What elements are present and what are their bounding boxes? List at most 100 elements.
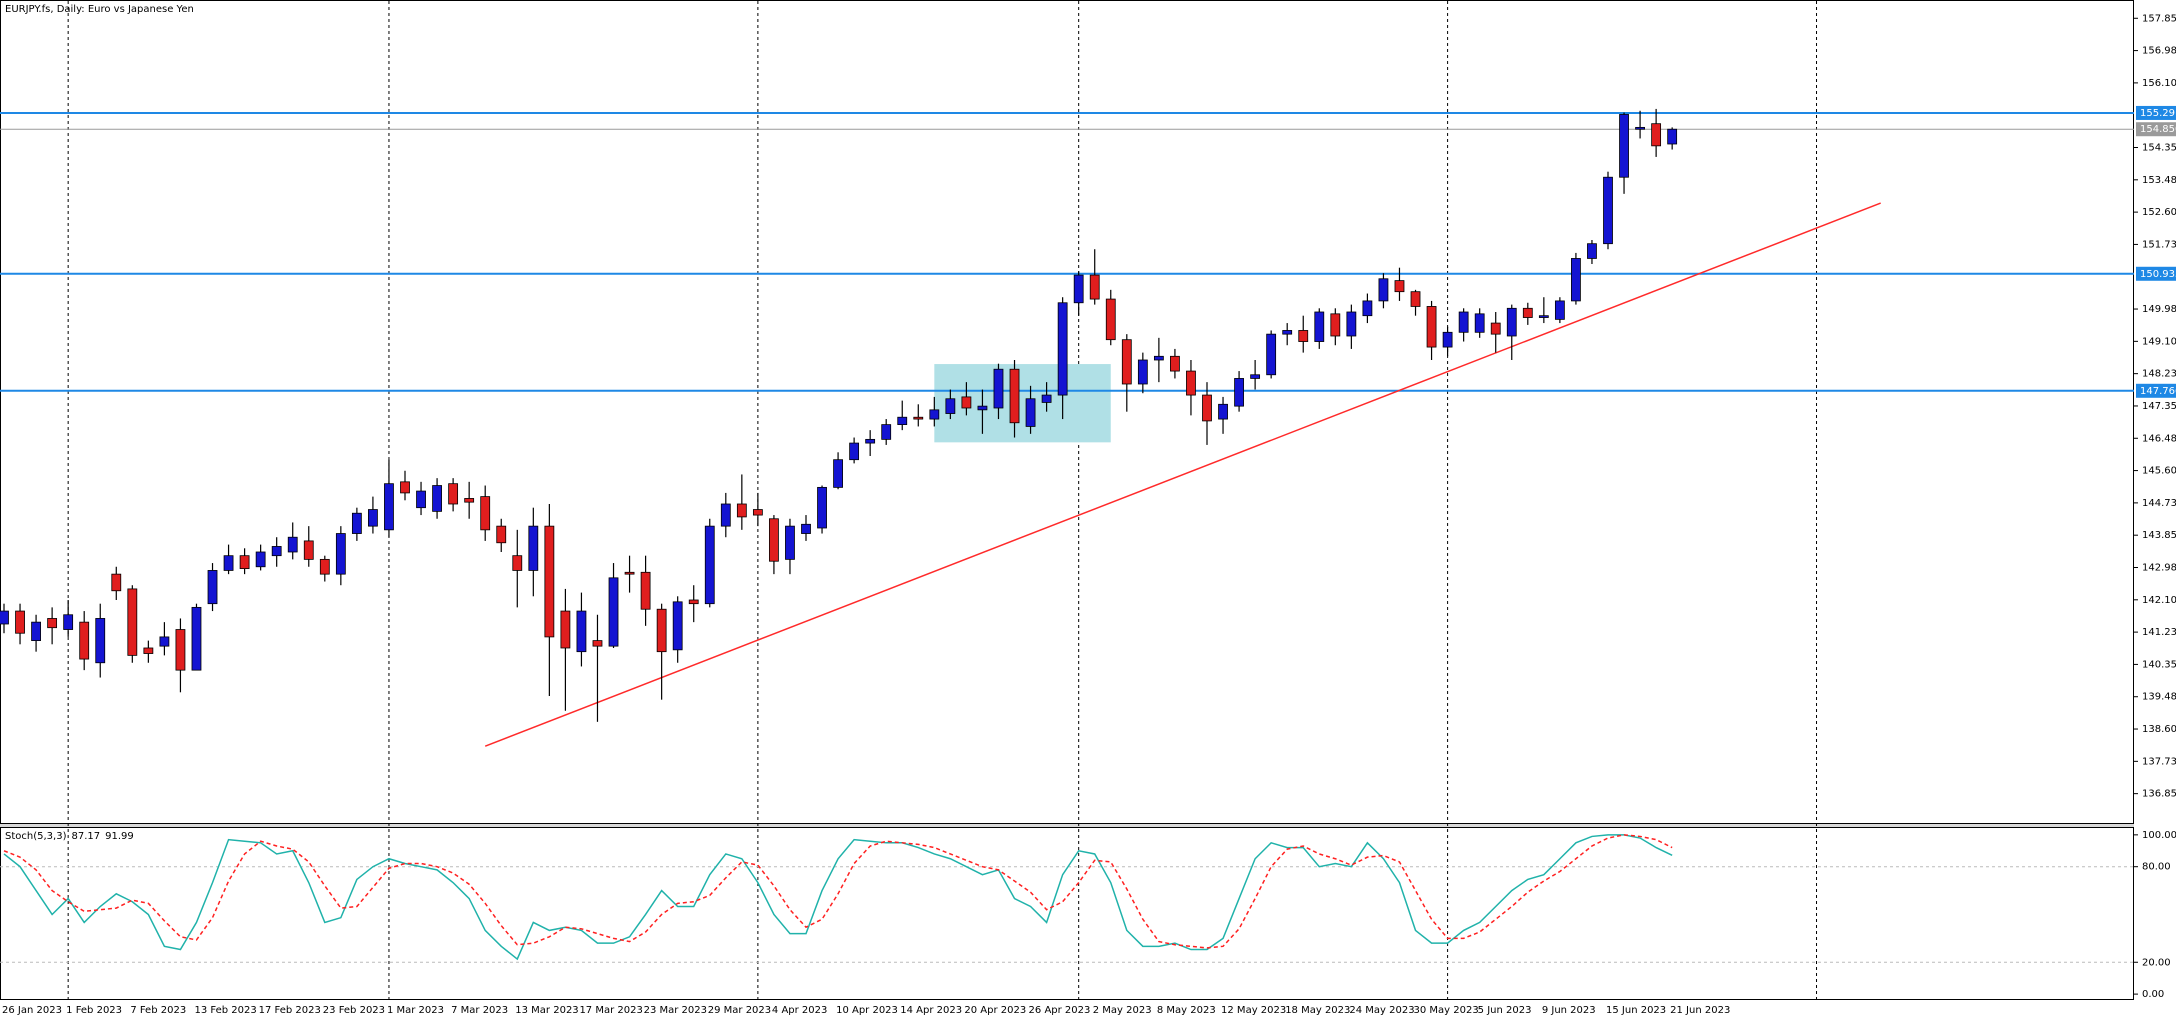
- candle-body: [448, 483, 459, 505]
- candle-body: [1121, 339, 1132, 385]
- x-tick-label: 24 May 2023: [1349, 1005, 1414, 1016]
- candle-body: [159, 636, 170, 647]
- indicator-tick-label: 20.00: [2142, 957, 2171, 968]
- x-tick-label: 7 Mar 2023: [451, 1005, 508, 1016]
- candle-body: [592, 640, 603, 647]
- candle-body: [752, 509, 763, 516]
- indicator-tick-label: 0.00: [2142, 989, 2164, 1000]
- y-tick-label: 152.605: [2142, 207, 2176, 218]
- candle-body: [1378, 278, 1389, 302]
- candle-body: [31, 621, 41, 642]
- candle-body: [881, 424, 892, 440]
- candle-body: [1571, 258, 1581, 302]
- candle-body: [1089, 274, 1100, 300]
- candle-body: [1603, 176, 1613, 245]
- candle-body: [688, 599, 699, 605]
- candle-body: [1234, 378, 1244, 407]
- candle-body: [1667, 128, 1678, 145]
- candle-body: [1506, 307, 1517, 337]
- candle-body: [720, 503, 731, 527]
- y-tick-label: 145.605: [2142, 466, 2176, 477]
- candle-body: [1073, 274, 1084, 304]
- candle-body: [1522, 307, 1533, 318]
- x-tick-label: 1 Feb 2023: [66, 1005, 122, 1016]
- candle-body: [47, 618, 58, 629]
- candle-body: [335, 533, 346, 575]
- indicator-name: Stoch(5,3,3): [5, 831, 67, 842]
- highlight-box: [934, 364, 1111, 443]
- candle-body: [1202, 394, 1212, 422]
- trendline: [484, 202, 1881, 747]
- candle-body: [191, 606, 202, 671]
- level-label-box: [2136, 266, 2176, 281]
- candle-body: [1041, 394, 1052, 403]
- candle-body: [769, 518, 779, 562]
- candle-body: [833, 459, 843, 488]
- y-tick-label: 140.355: [2142, 659, 2176, 670]
- candle-body: [736, 503, 747, 518]
- x-tick-label: 17 Mar 2023: [579, 1005, 642, 1016]
- candle-body: [640, 571, 651, 610]
- indicator-tick-label: 80.00: [2142, 862, 2171, 873]
- y-tick-label: 148.230: [2142, 369, 2176, 380]
- y-tick-label: 143.855: [2142, 530, 2176, 541]
- x-tick-label: 9 Jun 2023: [1542, 1005, 1596, 1016]
- candle-body: [608, 577, 619, 647]
- x-tick-label: 23 Feb 2023: [323, 1005, 385, 1016]
- x-tick-label: 26 Apr 2023: [1029, 1005, 1091, 1016]
- candle-body: [1490, 322, 1501, 335]
- panel-separator: [0, 824, 2134, 827]
- candle-body: [897, 416, 908, 426]
- y-tick-label: 154.355: [2142, 143, 2176, 154]
- candle-body: [63, 614, 74, 630]
- indicator-line: [3, 834, 1673, 961]
- x-tick-label: 20 Apr 2023: [964, 1005, 1026, 1016]
- x-tick-label: 10 Apr 2023: [836, 1005, 898, 1016]
- indicator-value: 91.99: [105, 831, 134, 842]
- candle-body: [865, 438, 876, 444]
- candle-body: [1346, 311, 1357, 337]
- candle-body: [977, 405, 988, 411]
- y-tick-label: 149.980: [2142, 304, 2176, 315]
- indicator-tick-label: 100.00: [2142, 830, 2176, 841]
- indicator-value: 87.17: [71, 831, 100, 842]
- candle-body: [1266, 333, 1277, 376]
- candle-body: [528, 525, 539, 571]
- x-tick-label: 13 Feb 2023: [194, 1005, 256, 1016]
- y-tick-label: 147.355: [2142, 401, 2176, 412]
- y-tick-label: 151.730: [2142, 239, 2176, 250]
- candle-body: [1105, 298, 1116, 341]
- y-tick-label: 137.730: [2142, 756, 2176, 767]
- y-tick-label: 156.105: [2142, 78, 2176, 89]
- chart-title: EURJPY.fs, Daily: Euro vs Japanese Yen: [5, 4, 194, 15]
- candle-body: [1170, 355, 1180, 372]
- y-tick-label: 144.730: [2142, 498, 2176, 509]
- indicator-line: [3, 834, 1673, 949]
- level-label: 147.766: [2140, 386, 2176, 397]
- candle-body: [913, 416, 924, 420]
- candle-body: [287, 536, 298, 553]
- candle-body: [1057, 302, 1068, 396]
- x-tick-label: 4 Apr 2023: [772, 1005, 827, 1016]
- y-tick-label: 141.230: [2142, 627, 2176, 638]
- candle-body: [223, 555, 234, 571]
- candle-body: [1153, 355, 1164, 361]
- x-tick-label: 18 May 2023: [1285, 1005, 1350, 1016]
- x-tick-label: 17 Feb 2023: [259, 1005, 321, 1016]
- candle-body: [1009, 368, 1020, 424]
- candle-body: [1186, 370, 1196, 396]
- candle-body: [801, 523, 811, 534]
- y-tick-label: 139.480: [2142, 692, 2176, 703]
- candle-body: [1362, 300, 1373, 317]
- candle-body: [464, 498, 475, 503]
- candle-body: [79, 621, 90, 660]
- x-tick-label: 1 Mar 2023: [387, 1005, 444, 1016]
- indicator-panel: [0, 827, 2134, 1000]
- x-tick-label: 12 May 2023: [1221, 1005, 1286, 1016]
- x-tick-label: 14 Apr 2023: [900, 1005, 962, 1016]
- candle-body: [15, 610, 25, 634]
- x-tick-label: 2 May 2023: [1093, 1005, 1152, 1016]
- x-tick-label: 7 Feb 2023: [130, 1005, 186, 1016]
- candle-body: [656, 608, 667, 653]
